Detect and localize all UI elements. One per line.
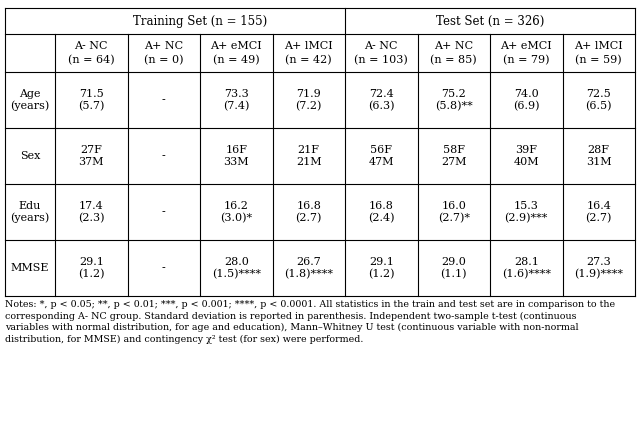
Text: -: - — [162, 151, 166, 161]
Text: 72.5
(6.5): 72.5 (6.5) — [586, 89, 612, 111]
Text: 17.4
(2.3): 17.4 (2.3) — [78, 201, 104, 223]
Text: Test Set (n = 326): Test Set (n = 326) — [436, 14, 544, 27]
Text: 29.1
(1.2): 29.1 (1.2) — [78, 257, 104, 279]
Text: 75.2
(5.8)**: 75.2 (5.8)** — [435, 89, 472, 111]
Text: 28F
31M: 28F 31M — [586, 145, 612, 167]
Text: (n = 0): (n = 0) — [144, 55, 184, 65]
Text: (n = 85): (n = 85) — [431, 55, 477, 65]
Text: 74.0
(6.9): 74.0 (6.9) — [513, 89, 540, 111]
Text: 73.3
(7.4): 73.3 (7.4) — [223, 89, 250, 111]
Text: -: - — [162, 263, 166, 273]
Text: A- NC: A- NC — [74, 41, 108, 51]
Text: Edu
(years): Edu (years) — [10, 201, 50, 223]
Text: (n = 103): (n = 103) — [355, 55, 408, 65]
Text: 58F
27M: 58F 27M — [441, 145, 467, 167]
Text: variables with normal distribution, for age and education), Mann–Whitney U test : variables with normal distribution, for … — [5, 323, 579, 332]
Text: (n = 42): (n = 42) — [285, 55, 332, 65]
Text: corresponding A- NC group. Standard deviation is reported in parenthesis. Indepe: corresponding A- NC group. Standard devi… — [5, 311, 577, 321]
Text: MMSE: MMSE — [11, 263, 49, 273]
Text: Age
(years): Age (years) — [10, 89, 50, 111]
Text: Notes: *, p < 0.05; **, p < 0.01; ***, p < 0.001; ****, p < 0.0001. All statisti: Notes: *, p < 0.05; **, p < 0.01; ***, p… — [5, 300, 615, 309]
Text: 16.2
(3.0)*: 16.2 (3.0)* — [220, 201, 252, 223]
Text: distribution, for MMSE) and contingency χ² test (for sex) were performed.: distribution, for MMSE) and contingency … — [5, 335, 364, 344]
Text: 39F
40M: 39F 40M — [513, 145, 539, 167]
Text: 56F
47M: 56F 47M — [369, 145, 394, 167]
Text: 15.3
(2.9)***: 15.3 (2.9)*** — [504, 201, 548, 223]
Text: 27F
37M: 27F 37M — [79, 145, 104, 167]
Text: (n = 79): (n = 79) — [503, 55, 550, 65]
Text: 28.1
(1.6)****: 28.1 (1.6)**** — [502, 257, 551, 279]
Text: 16.8
(2.4): 16.8 (2.4) — [368, 201, 394, 223]
Text: 29.1
(1.2): 29.1 (1.2) — [368, 257, 394, 279]
Text: 27.3
(1.9)****: 27.3 (1.9)**** — [574, 257, 623, 279]
Text: Sex: Sex — [20, 151, 40, 161]
Text: -: - — [162, 95, 166, 105]
Text: 71.9
(7.2): 71.9 (7.2) — [296, 89, 322, 111]
Text: (n = 64): (n = 64) — [68, 55, 115, 65]
Text: 26.7
(1.8)****: 26.7 (1.8)**** — [284, 257, 333, 279]
Text: -: - — [162, 207, 166, 217]
Text: (n = 59): (n = 59) — [575, 55, 622, 65]
Text: A- NC: A- NC — [365, 41, 398, 51]
Text: 28.0
(1.5)****: 28.0 (1.5)**** — [212, 257, 260, 279]
Text: 72.4
(6.3): 72.4 (6.3) — [368, 89, 394, 111]
Text: 29.0
(1.1): 29.0 (1.1) — [440, 257, 467, 279]
Text: A+ eMCI: A+ eMCI — [211, 41, 262, 51]
Text: A+ NC: A+ NC — [144, 41, 183, 51]
Text: A+ lMCI: A+ lMCI — [574, 41, 623, 51]
Text: 21F
21M: 21F 21M — [296, 145, 321, 167]
Text: 71.5
(5.7): 71.5 (5.7) — [78, 89, 104, 111]
Text: 16.8
(2.7): 16.8 (2.7) — [296, 201, 322, 223]
Text: A+ eMCI: A+ eMCI — [500, 41, 552, 51]
Text: 16F
33M: 16F 33M — [223, 145, 249, 167]
Text: A+ lMCI: A+ lMCI — [284, 41, 333, 51]
Text: 16.0
(2.7)*: 16.0 (2.7)* — [438, 201, 470, 223]
Text: Training Set (n = 155): Training Set (n = 155) — [133, 14, 267, 27]
Text: A+ NC: A+ NC — [434, 41, 474, 51]
Text: (n = 49): (n = 49) — [213, 55, 260, 65]
Text: 16.4
(2.7): 16.4 (2.7) — [586, 201, 612, 223]
